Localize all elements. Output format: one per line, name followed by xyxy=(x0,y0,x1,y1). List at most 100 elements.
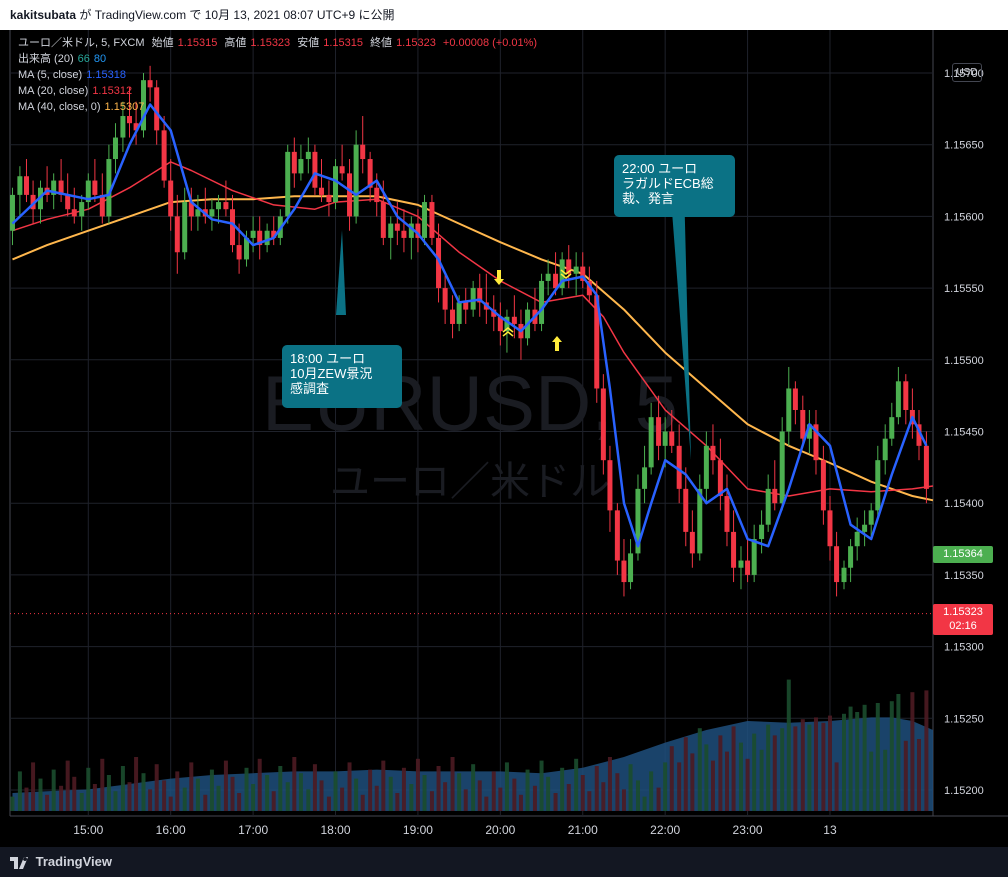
x-tick-label: 15:00 xyxy=(73,823,103,837)
low-value: 1.15315 xyxy=(323,37,363,49)
candle-body xyxy=(422,202,428,238)
volume-bar xyxy=(333,771,338,811)
candle-body xyxy=(182,202,188,253)
ma20-legend[interactable]: MA (20, close) 1.15312 xyxy=(18,83,136,99)
volume-bar xyxy=(443,782,448,811)
candle-body xyxy=(353,144,359,217)
double-chevron-down-icon xyxy=(560,269,572,279)
price-chart[interactable]: 1.15700 1.15650 1.15600 1.15550 1.15500 1.154… xyxy=(0,30,1008,847)
candle-body xyxy=(154,87,160,131)
candle-body xyxy=(511,316,517,324)
publish-info: が TradingView.com で 10月 13, 2021 08:07 U… xyxy=(76,8,395,22)
volume-bar xyxy=(896,694,901,811)
candle-body xyxy=(731,531,737,568)
volume-bar xyxy=(587,791,592,811)
volume-bar xyxy=(910,692,915,811)
ma40-label: MA (40, close, 0) xyxy=(18,101,101,113)
candle-body xyxy=(614,510,620,561)
candle-body xyxy=(319,187,325,195)
candle-body xyxy=(141,80,147,131)
ma40-legend[interactable]: MA (40, close, 0) 1.15307 xyxy=(18,99,148,115)
candle-body xyxy=(669,431,675,446)
symbol-legend: ユーロ／米ドル, 5, FXCM 始値 1.15315 高値 1.15323 安値 1… xyxy=(18,35,541,51)
candle-body xyxy=(779,431,785,504)
volume-bar xyxy=(230,776,235,811)
volume-bar xyxy=(615,773,620,811)
candle-body xyxy=(628,553,634,583)
callout-zew[interactable]: 18:00 ユーロ 10月ZEW景況 感調査 xyxy=(282,345,402,408)
volume-bar xyxy=(477,780,482,811)
double-chevron-up-icon xyxy=(502,327,514,337)
volume-bar xyxy=(278,766,283,811)
volume-bar xyxy=(24,787,29,811)
ma20-value: 1.15312 xyxy=(92,85,133,97)
candle-body xyxy=(339,166,345,174)
x-tick-label: 20:00 xyxy=(485,823,515,837)
volume-bar xyxy=(148,789,153,811)
volume-legend[interactable]: 出来高 (20) 66 80 xyxy=(18,51,110,67)
volume-bar xyxy=(106,775,111,811)
callout-ecb[interactable]: 22:00 ユーロ ラガルドECB総 裁、発言 xyxy=(614,155,735,217)
x-tick-label: 17:00 xyxy=(238,823,268,837)
symbol-name[interactable]: ユーロ／米ドル, 5, FXCM xyxy=(18,37,145,49)
volume-bar xyxy=(265,775,270,811)
candle-body xyxy=(291,151,297,174)
high-value: 1.15323 xyxy=(250,37,291,49)
candle-body xyxy=(442,288,448,310)
author-name[interactable]: kakitsubata xyxy=(10,8,77,22)
volume-bar xyxy=(168,796,173,811)
candle-body xyxy=(374,187,380,203)
volume-bar xyxy=(381,760,386,811)
candle-body xyxy=(65,194,71,210)
volume-bar xyxy=(457,773,462,811)
volume-bar xyxy=(786,679,791,811)
chart-area[interactable]: 1.15700 1.15650 1.15600 1.15550 1.15500 1.154… xyxy=(0,30,1008,847)
volume-bar xyxy=(271,791,276,811)
tradingview-logo[interactable]: TradingView xyxy=(10,847,112,877)
candle-body xyxy=(305,151,311,160)
candle-body xyxy=(903,381,909,410)
y-tick-label: 1.15700 xyxy=(944,68,984,80)
volume-bar xyxy=(903,740,908,811)
candle-body xyxy=(545,273,551,281)
volume-ma-area xyxy=(12,717,933,811)
volume-bar xyxy=(429,791,434,811)
volume-bar xyxy=(883,749,888,811)
volume-label: 出来高 (20) xyxy=(18,53,74,65)
publish-header: kakitsubata が TradingView.com で 10月 13, … xyxy=(0,0,1008,30)
volume-bar xyxy=(162,780,167,811)
volume-bar xyxy=(92,784,97,811)
candle-body xyxy=(112,137,118,160)
volume-bar xyxy=(738,742,743,811)
currency-button[interactable]: USD xyxy=(952,63,982,82)
candle-body xyxy=(209,209,215,217)
volume-bar xyxy=(772,735,777,811)
volume-bar xyxy=(216,785,221,811)
candle-body xyxy=(195,209,201,217)
candle-body xyxy=(264,230,270,246)
volume-bar xyxy=(875,703,880,811)
candle-body xyxy=(724,496,730,532)
volume-bar xyxy=(17,771,22,811)
y-tick-label: 1.15400 xyxy=(944,498,984,510)
volume-bar xyxy=(203,794,208,811)
volume-bar xyxy=(388,776,393,811)
candle-body xyxy=(456,302,462,324)
candle-body xyxy=(889,417,895,439)
candle-body xyxy=(717,460,723,497)
candle-body xyxy=(223,202,229,210)
volume-bar xyxy=(182,787,187,811)
candle-body xyxy=(58,180,64,195)
volume-bar xyxy=(560,767,565,811)
volume-bar xyxy=(31,762,36,811)
candle-body xyxy=(360,144,366,160)
volume-bar xyxy=(834,762,839,811)
candle-body xyxy=(215,202,221,210)
open-label: 始値 xyxy=(151,37,174,49)
candle-body xyxy=(580,266,586,281)
ma5-legend[interactable]: MA (5, close) 1.15318 xyxy=(18,67,130,83)
candle-body xyxy=(600,388,606,461)
candle-body xyxy=(648,417,654,468)
volume-bar xyxy=(368,769,373,811)
candle-body xyxy=(683,488,689,532)
